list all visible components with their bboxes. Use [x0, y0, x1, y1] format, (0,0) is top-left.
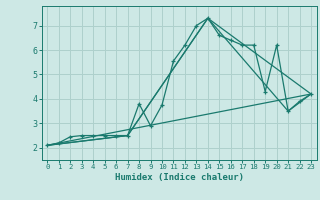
X-axis label: Humidex (Indice chaleur): Humidex (Indice chaleur)	[115, 173, 244, 182]
